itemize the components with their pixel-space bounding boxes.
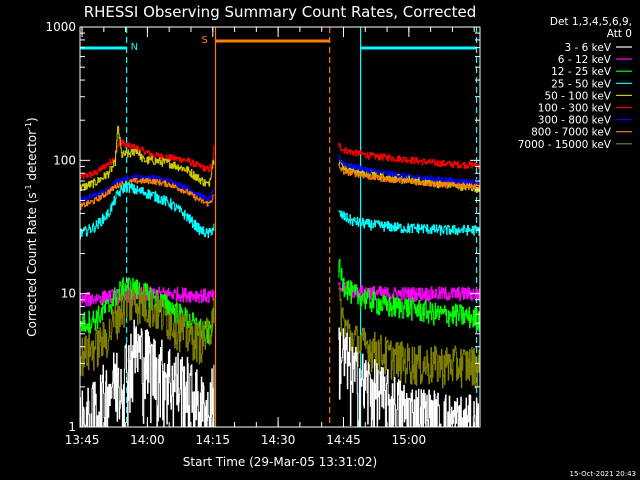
legend-header-line-1: Det 1,3,4,5,6,9, [550, 16, 632, 28]
y-tick-label: 1 [68, 420, 76, 434]
series-line-green-post [338, 258, 481, 332]
series-line-orange-pre [80, 177, 215, 210]
series-line-red-post [338, 142, 481, 169]
plot-frame [79, 26, 481, 428]
legend-item-label: 6 - 12 keV [558, 54, 612, 66]
flag-label: N [131, 42, 138, 53]
series-line-cyan-pre [80, 181, 215, 240]
series-line-red-pre [80, 139, 215, 179]
x-tick-label: 14:15 [195, 433, 230, 447]
x-tick-label: 15:00 [392, 433, 427, 447]
y-tick-label: 100 [53, 153, 76, 167]
series-line-white-post [338, 327, 480, 428]
series-line-magenta-post [338, 282, 481, 302]
series-line-yellow-pre [80, 125, 215, 191]
footer-timestamp: 15-Oct-2021 20:43 [570, 470, 636, 478]
legend-item-label: 12 - 25 keV [551, 66, 612, 78]
chart-title: RHESSI Observing Summary Count Rates, Co… [84, 3, 477, 21]
series-line-cyan-post [338, 210, 481, 236]
y-axis-label: Corrected Count Rate (s-1 detector-1) [24, 117, 39, 336]
legend-item-label: 7000 - 15000 keV [518, 139, 612, 151]
legend-item-label: 3 - 6 keV [564, 42, 611, 54]
x-tick-label: 14:45 [326, 433, 361, 447]
series-line-blue-post [338, 155, 481, 186]
flag-label: S [202, 35, 208, 46]
x-axis: 13:45 14:00 14:15 14:30 14:45 15:00 [65, 27, 475, 447]
y-axis: 1 10 100 1000 [45, 20, 480, 434]
legend-item-label: 100 - 300 keV [538, 103, 612, 115]
legend-item-label: 25 - 50 keV [551, 78, 612, 90]
x-axis-label: Start Time (29-Mar-05 13:31:02) [183, 455, 377, 469]
series-line-white-pre [80, 319, 215, 428]
legend-item-label: 800 - 7000 keV [531, 127, 612, 139]
series-line-magenta-pre [80, 286, 215, 307]
series-line-blue-pre [80, 174, 215, 203]
legend-item-label: 50 - 100 keV [544, 90, 611, 102]
series-line-orange-post [338, 164, 481, 190]
series-line-olive-pre [80, 287, 215, 377]
series-line-olive-post [338, 287, 481, 389]
plot-area: NS [80, 27, 481, 428]
x-tick-label: 14:00 [130, 433, 165, 447]
y-tick-label: 10 [61, 287, 76, 301]
x-tick-label: 14:30 [261, 433, 296, 447]
x-tick-label: 13:45 [65, 433, 100, 447]
legend-header-line-2: Att 0 [607, 28, 632, 40]
legend-item-label: 300 - 800 keV [538, 115, 612, 127]
y-tick-label: 1000 [45, 20, 76, 34]
